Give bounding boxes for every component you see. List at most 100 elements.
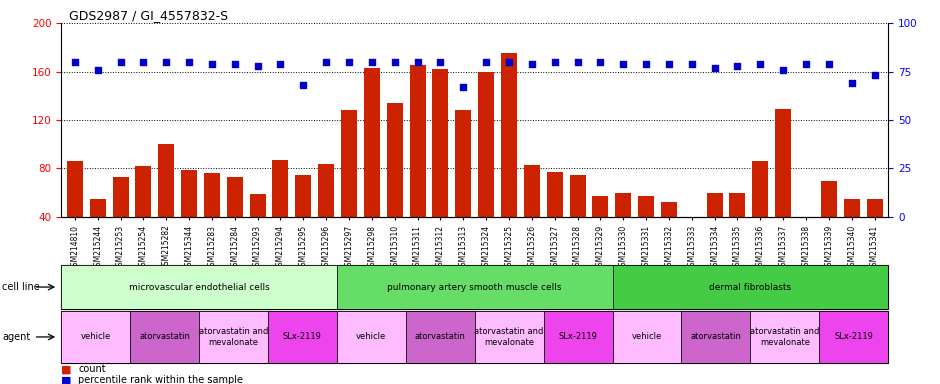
Point [227,61,243,67]
Point [113,59,128,65]
Bar [613,311,682,363]
Text: dermal fibroblasts: dermal fibroblasts [710,283,791,291]
Bar [130,311,199,363]
Point [68,59,83,65]
Point [204,61,219,67]
Text: SLx-2119: SLx-2119 [283,333,321,341]
Bar [776,109,791,217]
Point [776,66,791,73]
Bar [707,193,723,217]
Point [478,59,494,65]
Bar [475,311,543,363]
Bar [406,311,475,363]
Point [753,61,768,67]
Text: vehicle: vehicle [356,333,386,341]
Text: atorvastatin: atorvastatin [691,333,742,341]
Bar [268,311,337,363]
Bar [570,175,586,217]
Bar [683,217,699,242]
Bar [341,110,357,217]
Bar [844,199,860,217]
Bar [61,311,130,363]
Bar [364,68,380,217]
Bar [337,311,406,363]
Bar [455,110,471,217]
Bar [661,202,677,217]
Bar [410,65,426,217]
Bar [250,194,266,217]
Bar [501,53,517,217]
Text: percentile rank within the sample: percentile rank within the sample [78,375,243,384]
Bar [478,71,494,217]
Bar [135,166,151,217]
Bar [181,170,197,217]
Point [525,61,540,67]
Bar [199,311,268,363]
Point [684,61,699,67]
Bar [524,165,540,217]
Point [273,61,288,67]
Bar [820,311,888,363]
Bar [67,161,83,217]
Text: microvascular endothelial cells: microvascular endothelial cells [129,283,270,291]
Bar [821,180,837,217]
Bar [227,177,243,217]
Point [181,59,196,65]
Bar [61,265,337,309]
Text: GDS2987 / GI_4557832-S: GDS2987 / GI_4557832-S [70,9,228,22]
Point [822,61,837,67]
Point [456,84,471,90]
Point [319,59,334,65]
Text: pulmonary artery smooth muscle cells: pulmonary artery smooth muscle cells [387,283,562,291]
Point [296,82,311,88]
Point [433,59,448,65]
Point [501,59,516,65]
Bar [89,199,105,217]
Point [136,59,151,65]
Text: atorvastatin and
mevalonate: atorvastatin and mevalonate [750,327,820,347]
Text: SLx-2119: SLx-2119 [835,333,873,341]
Point [570,59,585,65]
Point [730,63,745,69]
Point [90,66,105,73]
Text: atorvastatin: atorvastatin [139,333,190,341]
Point [662,61,677,67]
Point [250,63,265,69]
Text: atorvastatin: atorvastatin [415,333,465,341]
Bar [592,196,608,217]
Bar [750,311,820,363]
Text: SLx-2119: SLx-2119 [558,333,598,341]
Bar [638,196,654,217]
Point [593,59,608,65]
Point [365,59,380,65]
Bar [318,164,334,217]
Point [410,59,425,65]
Bar [295,175,311,217]
Bar [337,265,613,309]
Point [707,65,722,71]
Bar [682,311,750,363]
Point [867,72,882,78]
Text: ■: ■ [61,375,71,384]
Text: cell line: cell line [2,282,39,292]
Bar [158,144,174,217]
Point [616,61,631,67]
Point [159,59,174,65]
Bar [867,199,883,217]
Bar [273,160,289,217]
Bar [798,217,814,239]
Text: atorvastatin and
mevalonate: atorvastatin and mevalonate [475,327,544,347]
Bar [543,311,613,363]
Point [387,59,402,65]
Text: atorvastatin and
mevalonate: atorvastatin and mevalonate [198,327,268,347]
Bar [752,161,768,217]
Point [844,80,859,86]
Point [798,61,813,67]
Bar [613,265,888,309]
Bar [204,173,220,217]
Point [638,61,653,67]
Text: vehicle: vehicle [632,333,662,341]
Bar [547,172,563,217]
Bar [729,193,745,217]
Bar [386,103,402,217]
